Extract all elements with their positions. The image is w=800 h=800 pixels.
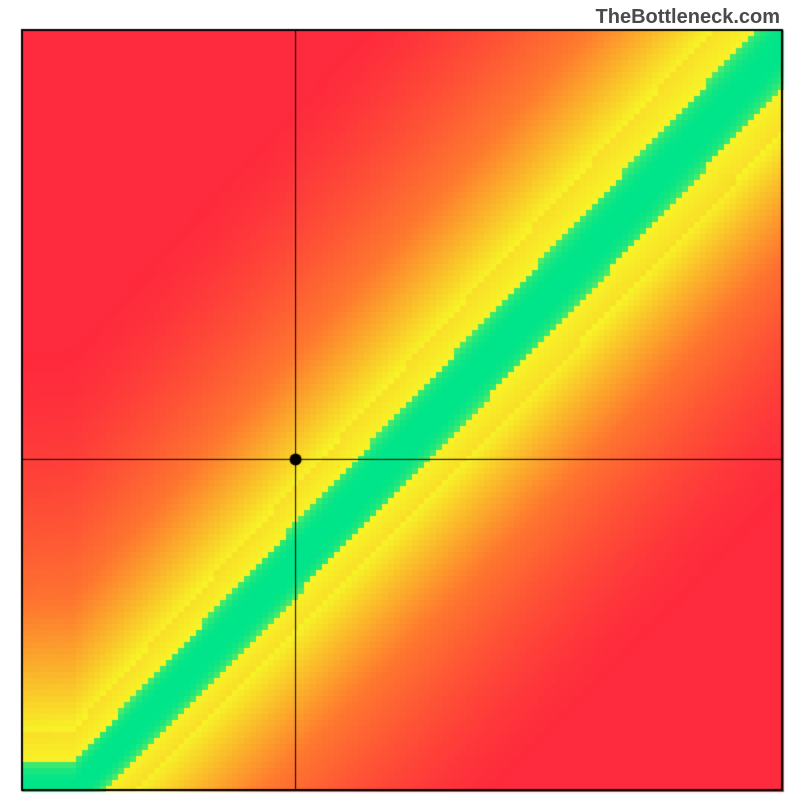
chart-container: { "watermark": "TheBottleneck.com", "cha…	[0, 0, 800, 800]
bottleneck-heatmap	[0, 0, 800, 800]
watermark-text: TheBottleneck.com	[596, 6, 780, 29]
